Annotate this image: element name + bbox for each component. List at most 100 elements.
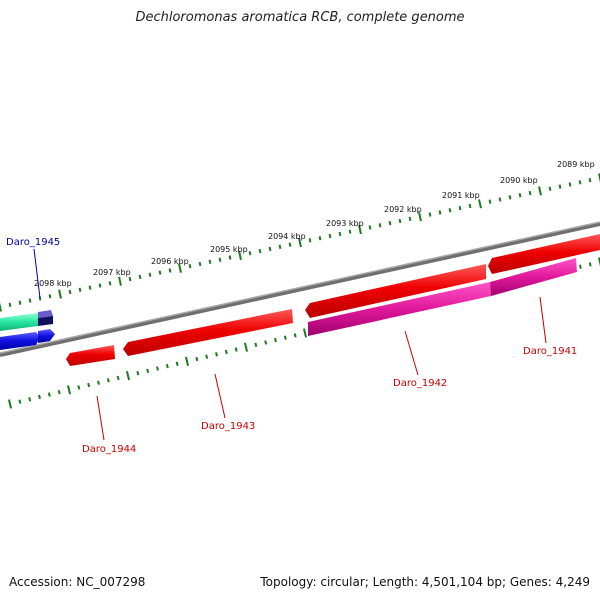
outer-track-major-tick bbox=[118, 276, 122, 286]
outer-track-major-tick bbox=[178, 263, 182, 273]
outer-track-minor-tick bbox=[28, 298, 32, 303]
inner-track-major-tick bbox=[66, 385, 72, 395]
outer-track-minor-tick bbox=[98, 283, 102, 288]
inner-track-minor-tick bbox=[175, 361, 179, 366]
inner-track-minor-tick bbox=[28, 397, 32, 402]
outer-track-minor-tick bbox=[278, 244, 282, 249]
inner-track-minor-tick bbox=[165, 363, 169, 369]
outer-track-minor-tick bbox=[448, 208, 452, 213]
tick-label-2089: 2089 kbp bbox=[557, 160, 595, 169]
inner-track-minor-tick bbox=[274, 337, 277, 343]
inner-track-minor-tick bbox=[293, 333, 297, 338]
outer-track-minor-tick bbox=[78, 287, 82, 292]
outer-track-minor-tick bbox=[518, 193, 522, 198]
inner-track-minor-tick bbox=[205, 354, 209, 359]
outer-track-minor-tick bbox=[398, 218, 402, 224]
outer-track-minor-tick bbox=[408, 216, 412, 222]
inner-track-minor-tick bbox=[97, 380, 100, 385]
inner-track-minor-tick bbox=[146, 368, 150, 374]
outer-track-minor-tick bbox=[348, 229, 352, 234]
accession-text: Accession: NC_007298 bbox=[9, 575, 146, 589]
outer-track-minor-tick bbox=[18, 300, 22, 305]
tick-label-2097: 2097 kbp bbox=[93, 268, 131, 277]
outer-track-minor-tick bbox=[328, 233, 332, 239]
inner-track-minor-tick bbox=[106, 378, 110, 383]
outer-track-minor-tick bbox=[318, 236, 322, 241]
outer-track-minor-tick bbox=[218, 257, 222, 262]
map-title: Dechloromonas aromatica RCB, complete ge… bbox=[135, 10, 465, 25]
tick-label-2094: 2094 kbp bbox=[268, 232, 306, 241]
inner-track-minor-tick bbox=[38, 394, 41, 400]
gene-label-Daro_1943[interactable]: Daro_1943 bbox=[201, 421, 255, 432]
gene-label-Daro_1944[interactable]: Daro_1944 bbox=[82, 444, 136, 455]
outer-track-major-tick bbox=[478, 199, 482, 209]
outer-track-minor-tick bbox=[188, 263, 192, 269]
outer-track-minor-tick bbox=[128, 276, 132, 282]
outer-track-minor-tick bbox=[68, 289, 72, 295]
inner-track-minor-tick bbox=[283, 335, 287, 340]
inner-track-major-tick bbox=[243, 342, 249, 352]
outer-track-minor-tick bbox=[528, 190, 532, 196]
gene-Daro_1943[interactable] bbox=[123, 309, 293, 356]
outer-track-minor-tick bbox=[438, 210, 442, 215]
outer-track-minor-tick bbox=[8, 302, 12, 308]
outer-track-minor-tick bbox=[138, 274, 142, 280]
tick-label-2093: 2093 kbp bbox=[326, 219, 364, 228]
inner-track-minor-tick bbox=[588, 262, 592, 267]
gene-label-Daro_1945[interactable]: Daro_1945 bbox=[6, 237, 60, 248]
outer-track-major-tick bbox=[358, 224, 362, 235]
tick-label-2090: 2090 kbp bbox=[500, 176, 538, 185]
outer-track-minor-tick bbox=[208, 259, 212, 265]
inner-track-major-tick bbox=[184, 356, 190, 367]
outer-track-minor-tick bbox=[308, 238, 312, 243]
outer-track-minor-tick bbox=[498, 197, 502, 202]
inner-track-major-tick bbox=[597, 257, 600, 267]
outer-track-minor-tick bbox=[228, 255, 232, 260]
gene-label-Daro_1941[interactable]: Daro_1941 bbox=[523, 346, 577, 357]
gene-Daro_1944[interactable] bbox=[66, 345, 115, 366]
outer-track-minor-tick bbox=[148, 272, 152, 277]
outer-track-minor-tick bbox=[268, 246, 272, 252]
tick-label-2095: 2095 kbp bbox=[210, 245, 248, 254]
outer-track-minor-tick bbox=[548, 186, 552, 191]
topology-text: Topology: circular; Length: 4,501,104 bp… bbox=[260, 575, 590, 589]
outer-track-minor-tick bbox=[568, 182, 572, 187]
tick-label-2096: 2096 kbp bbox=[151, 257, 189, 266]
tick-label-2098: 2098 kbp bbox=[34, 279, 72, 288]
inner-track-minor-tick bbox=[578, 264, 582, 269]
outer-track-major-tick bbox=[598, 173, 600, 183]
gene-blue-upstream[interactable] bbox=[0, 329, 55, 350]
outer-track-minor-tick bbox=[368, 225, 372, 230]
outer-track-minor-tick bbox=[158, 270, 162, 275]
outer-track-minor-tick bbox=[388, 220, 392, 226]
inner-track-minor-tick bbox=[57, 389, 61, 395]
outer-track-minor-tick bbox=[578, 180, 582, 185]
outer-track-minor-tick bbox=[248, 251, 252, 256]
gene-Daro_1942[interactable] bbox=[305, 264, 486, 318]
tick-label-2091: 2091 kbp bbox=[442, 191, 480, 200]
gene-Daro_1941[interactable] bbox=[488, 234, 600, 274]
outer-track-minor-tick bbox=[378, 223, 382, 228]
gene-label-Daro_1942[interactable]: Daro_1942 bbox=[393, 378, 447, 389]
outer-track-minor-tick bbox=[88, 285, 92, 290]
outer-track-minor-tick bbox=[468, 203, 472, 209]
gene-Daro_1942-lower[interactable] bbox=[308, 258, 577, 336]
scale-labels: 2089 kbp 2090 kbp 2091 kbp 2092 kbp 2093… bbox=[34, 160, 595, 288]
outer-track-minor-tick bbox=[558, 184, 562, 189]
outer-track-minor-tick bbox=[108, 281, 112, 286]
callouts bbox=[33, 248, 547, 441]
outer-track-minor-tick bbox=[428, 212, 432, 217]
inner-track-minor-tick bbox=[156, 366, 159, 371]
inner-track-minor-tick bbox=[195, 356, 199, 362]
inner-track-major-tick bbox=[7, 399, 13, 409]
outer-track-minor-tick bbox=[168, 268, 172, 273]
gene-Daro_1945[interactable] bbox=[0, 310, 53, 331]
outer-track-minor-tick bbox=[508, 195, 512, 200]
outer-track-minor-tick bbox=[198, 261, 202, 267]
outer-track-minor-tick bbox=[488, 199, 492, 204]
outer-track-minor-tick bbox=[338, 231, 342, 237]
inner-track-minor-tick bbox=[254, 342, 258, 348]
outer-track-major-tick bbox=[58, 289, 62, 299]
inner-track-minor-tick bbox=[47, 392, 51, 397]
